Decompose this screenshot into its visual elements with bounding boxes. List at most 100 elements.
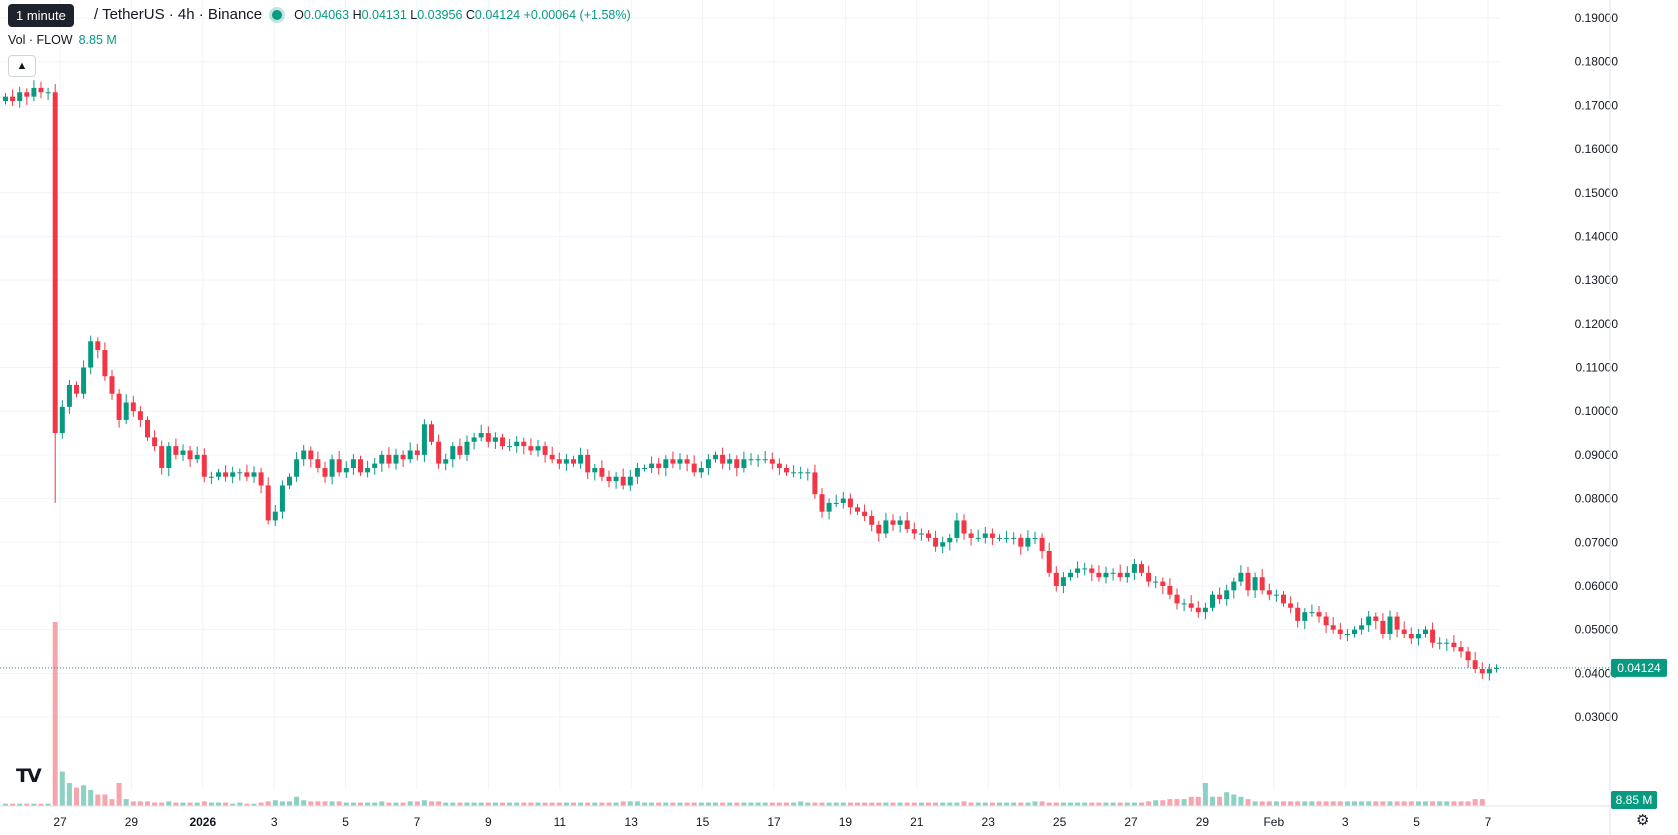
candle-body (627, 476, 633, 486)
volume-bar (741, 802, 747, 806)
candle (926, 530, 931, 542)
price-tick-label: 0.10000 (1575, 404, 1619, 418)
candle-body (1181, 603, 1187, 605)
volume-bar (1316, 801, 1322, 806)
volume-bar (677, 802, 683, 806)
candle (1195, 601, 1201, 618)
candle (556, 452, 562, 470)
candle (450, 442, 456, 468)
candle (592, 463, 598, 481)
volume-bar (542, 802, 548, 806)
candle-body (840, 498, 846, 503)
candle-body (805, 472, 811, 474)
volume-bar (1167, 799, 1173, 806)
volume-bar (812, 802, 818, 806)
candle-body (450, 446, 456, 460)
candle (17, 86, 23, 108)
candle (1330, 617, 1336, 634)
volume-bar (1281, 801, 1286, 806)
candle (152, 430, 158, 452)
volume-bar (74, 787, 79, 806)
candle-body (1330, 625, 1336, 630)
candle (1380, 613, 1386, 639)
candle (947, 533, 953, 551)
candle (272, 505, 278, 526)
volume-bar (847, 802, 853, 806)
candle (81, 360, 87, 399)
candle (982, 526, 988, 544)
candle (109, 370, 115, 400)
time-tick-label: 29 (1196, 815, 1210, 829)
candle (1004, 530, 1010, 543)
candle-body (1160, 581, 1166, 586)
candle-body (1494, 667, 1499, 669)
candle (251, 466, 257, 483)
volume-bar (66, 783, 72, 806)
volume-bar (1380, 801, 1386, 806)
volume-bar (294, 796, 300, 806)
price-tick-label: 0.08000 (1575, 492, 1619, 506)
candle-body (563, 459, 569, 464)
volume-bar (322, 801, 328, 806)
volume-bar (343, 802, 349, 806)
volume-bar (3, 803, 8, 806)
time-tick-label: 7 (414, 815, 421, 829)
volume-bar (613, 802, 619, 806)
time-tick-label: 13 (625, 815, 639, 829)
volume-bar (1053, 802, 1059, 806)
candle-body (634, 467, 640, 477)
candle (663, 455, 669, 477)
volume-bar (393, 802, 399, 806)
candle-body (201, 454, 207, 477)
volume-bar (336, 801, 342, 806)
candle (308, 446, 314, 468)
tradingview-logo-icon[interactable]: TV (16, 765, 42, 787)
volume-bar (840, 802, 846, 806)
volume-bar (656, 802, 662, 806)
volume-bar (1195, 796, 1201, 806)
candle (791, 465, 797, 478)
volume-bars (3, 622, 1485, 806)
candle (1401, 621, 1407, 639)
candle-body (1479, 668, 1485, 674)
time-tick-label: 21 (910, 815, 924, 829)
volume-bar (1224, 792, 1230, 806)
candle (1202, 602, 1208, 620)
candle (975, 529, 981, 542)
volume-bar (272, 800, 278, 806)
symbol-title[interactable]: / TetherUS · 4h · Binance (94, 6, 263, 23)
candle (1131, 559, 1137, 580)
candle-body (713, 454, 718, 460)
candle (1387, 610, 1393, 641)
candle-body (1032, 537, 1038, 539)
candle (1082, 562, 1088, 576)
volume-bar (145, 801, 150, 806)
collapse-legend-button[interactable]: ▲ (8, 55, 36, 77)
candle-body (1046, 550, 1052, 573)
volume-legend[interactable]: Vol · FLOW 8.85 M (8, 33, 117, 47)
candle (1252, 572, 1258, 598)
volume-bar (940, 802, 946, 806)
volume-bar (414, 801, 420, 806)
candle-body (947, 537, 953, 543)
candle (819, 488, 825, 518)
volume-bar (17, 803, 23, 806)
candle-body (968, 533, 974, 538)
candle (1160, 577, 1166, 595)
candle-body (862, 511, 868, 517)
candle (691, 455, 697, 477)
gear-icon[interactable]: ⚙ (1636, 812, 1650, 829)
candle (1359, 618, 1365, 635)
candle-body (613, 476, 619, 482)
time-tick-label: 5 (342, 815, 349, 829)
candle (1415, 628, 1421, 646)
candle-body (443, 459, 449, 464)
candle (684, 454, 690, 472)
volume-bar (642, 802, 647, 806)
candle (1089, 564, 1095, 582)
market-status-dot[interactable] (272, 9, 283, 20)
candle-body (436, 441, 442, 464)
candle (1458, 640, 1464, 658)
candle-body (585, 454, 591, 473)
